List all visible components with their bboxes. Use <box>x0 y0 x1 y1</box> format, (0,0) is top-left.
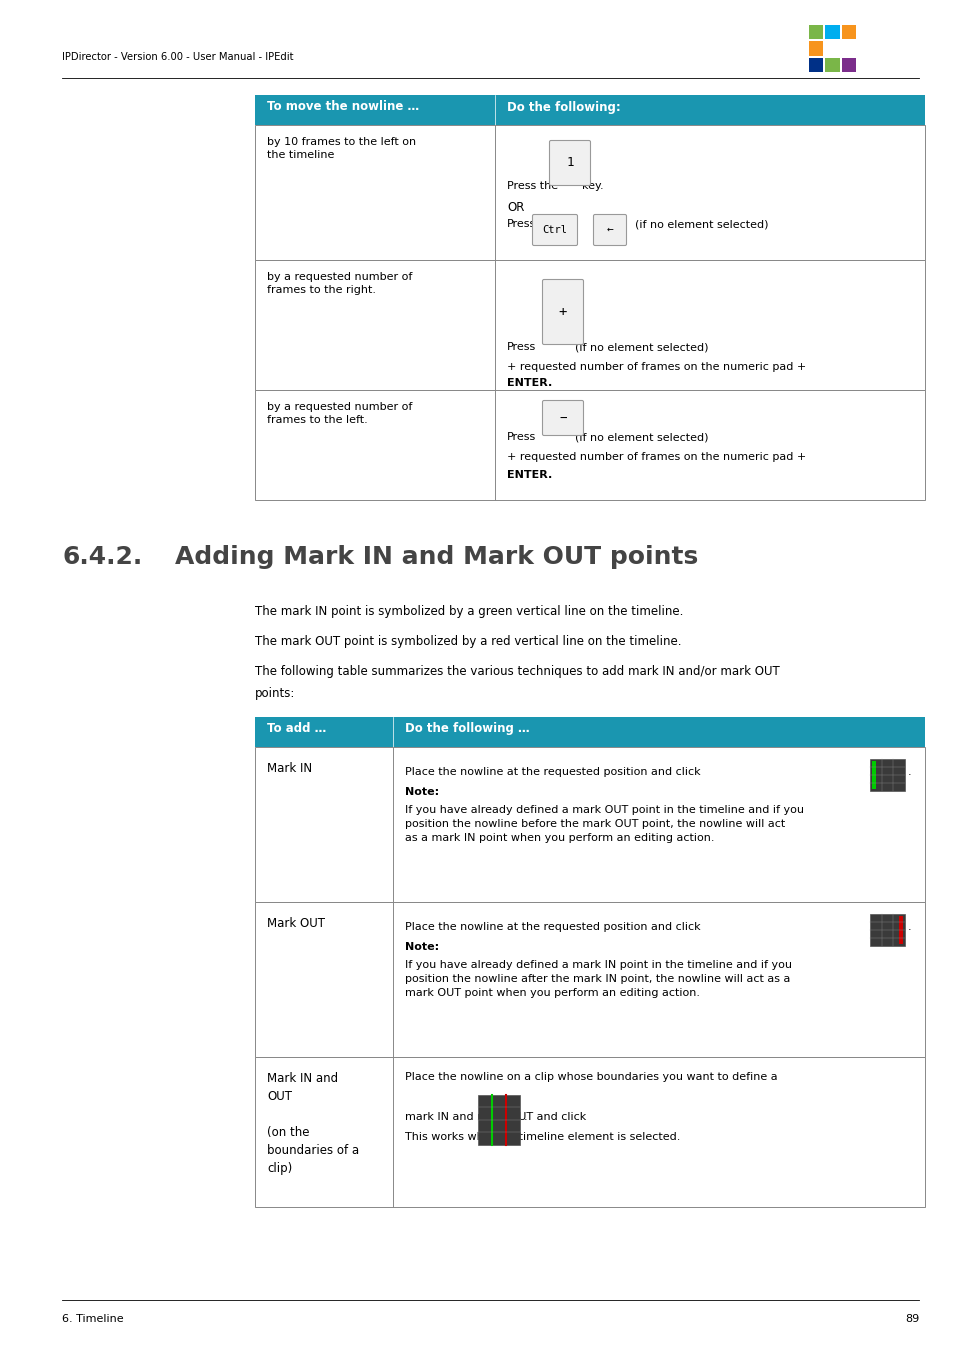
Text: by a requested number of
frames to the right.: by a requested number of frames to the r… <box>267 271 412 296</box>
Text: To add …: To add … <box>267 722 326 736</box>
Bar <box>254 126 924 261</box>
FancyBboxPatch shape <box>542 279 583 344</box>
Text: OR: OR <box>506 201 524 215</box>
Text: Do the following:: Do the following: <box>506 100 620 113</box>
Text: Mark IN: Mark IN <box>267 761 312 775</box>
Text: by a requested number of
frames to the left.: by a requested number of frames to the l… <box>267 402 412 425</box>
Text: Do the following …: Do the following … <box>405 722 529 736</box>
Bar <box>824 58 839 72</box>
Text: Adding Mark IN and Mark OUT points: Adding Mark IN and Mark OUT points <box>174 545 698 568</box>
Text: −: − <box>558 412 566 424</box>
Text: Place the nowline at the requested position and click: Place the nowline at the requested posit… <box>405 922 700 931</box>
Text: This works when no timeline element is selected.: This works when no timeline element is s… <box>405 1133 679 1142</box>
Text: Note:: Note: <box>405 942 438 952</box>
Text: 6. Timeline: 6. Timeline <box>62 1314 124 1324</box>
Text: ←: ← <box>606 225 613 235</box>
Bar <box>254 1057 924 1207</box>
Text: Mark OUT: Mark OUT <box>267 917 325 930</box>
Text: 89: 89 <box>903 1314 918 1324</box>
Bar <box>808 26 822 39</box>
Bar <box>254 95 924 126</box>
Bar <box>841 26 855 39</box>
Bar <box>808 58 822 72</box>
Text: If you have already defined a mark OUT point in the timeline and if you
position: If you have already defined a mark OUT p… <box>405 805 803 842</box>
Bar <box>871 761 875 788</box>
FancyBboxPatch shape <box>549 140 590 185</box>
Bar <box>254 261 924 390</box>
Text: Press: Press <box>506 219 536 230</box>
Text: The mark OUT point is symbolized by a red vertical line on the timeline.: The mark OUT point is symbolized by a re… <box>254 634 680 648</box>
Text: points:: points: <box>254 687 295 701</box>
Text: .: . <box>523 1112 527 1122</box>
FancyBboxPatch shape <box>532 215 577 246</box>
Text: .: . <box>907 767 911 778</box>
Text: mark IN and mark OUT and click: mark IN and mark OUT and click <box>405 1112 586 1122</box>
Text: Place the nowline at the requested position and click: Place the nowline at the requested posit… <box>405 767 700 778</box>
Text: (if no element selected): (if no element selected) <box>575 432 708 441</box>
Text: ENTER.: ENTER. <box>506 470 552 481</box>
Bar <box>898 917 902 944</box>
Text: (if no element selected): (if no element selected) <box>635 219 768 230</box>
Text: .: . <box>907 922 911 931</box>
Bar <box>477 1095 519 1145</box>
Text: key.: key. <box>581 181 603 190</box>
FancyBboxPatch shape <box>593 215 626 246</box>
FancyBboxPatch shape <box>542 401 583 436</box>
Bar <box>841 58 855 72</box>
Bar <box>808 42 822 55</box>
Text: Press the: Press the <box>506 181 558 190</box>
Bar <box>254 390 924 500</box>
Text: 6.4.2.: 6.4.2. <box>62 545 142 568</box>
Text: The mark IN point is symbolized by a green vertical line on the timeline.: The mark IN point is symbolized by a gre… <box>254 605 682 618</box>
Text: ENTER.: ENTER. <box>506 378 552 387</box>
Text: Ctrl: Ctrl <box>542 225 567 235</box>
Bar <box>254 717 924 747</box>
Text: Press: Press <box>506 342 536 352</box>
Bar <box>254 747 924 902</box>
Text: + requested number of frames on the numeric pad +: + requested number of frames on the nume… <box>506 452 805 462</box>
Bar <box>869 759 904 791</box>
Text: The following table summarizes the various techniques to add mark IN and/or mark: The following table summarizes the vario… <box>254 666 779 678</box>
Text: +: + <box>592 219 602 232</box>
Text: To move the nowline …: To move the nowline … <box>267 100 418 113</box>
Text: + requested number of frames on the numeric pad +: + requested number of frames on the nume… <box>506 362 805 373</box>
Text: Place the nowline on a clip whose boundaries you want to define a: Place the nowline on a clip whose bounda… <box>405 1072 777 1081</box>
Text: IPDirector - Version 6.00 - User Manual - IPEdit: IPDirector - Version 6.00 - User Manual … <box>62 53 294 62</box>
Text: If you have already defined a mark IN point in the timeline and if you
position : If you have already defined a mark IN po… <box>405 960 791 998</box>
Text: by 10 frames to the left on
the timeline: by 10 frames to the left on the timeline <box>267 136 416 161</box>
Text: +: + <box>558 305 567 319</box>
Bar <box>254 902 924 1057</box>
Bar <box>869 914 904 946</box>
Text: 1: 1 <box>566 157 573 170</box>
Text: (if no element selected): (if no element selected) <box>575 342 708 352</box>
Text: Mark IN and
OUT

(on the
boundaries of a
clip): Mark IN and OUT (on the boundaries of a … <box>267 1072 358 1174</box>
Text: Press: Press <box>506 432 536 441</box>
Text: Note:: Note: <box>405 787 438 796</box>
Bar <box>824 26 839 39</box>
